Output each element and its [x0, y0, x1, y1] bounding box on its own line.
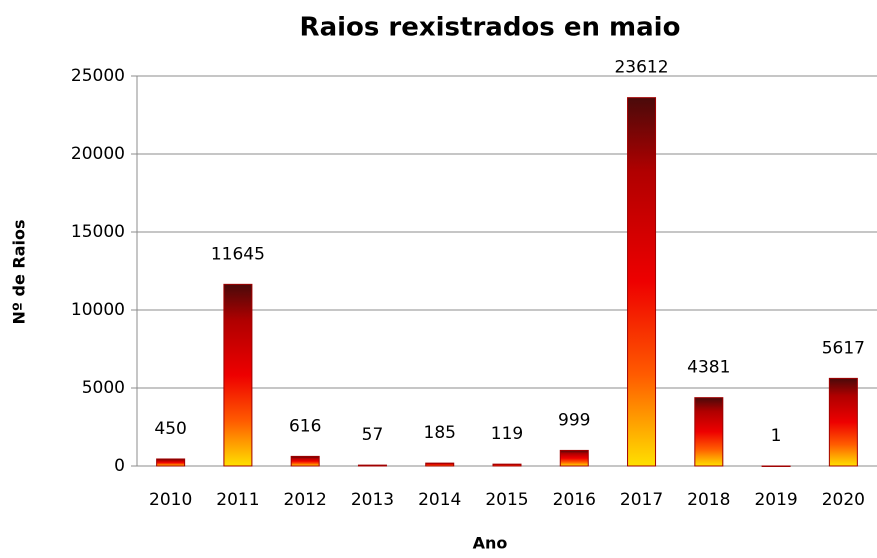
- data-label: 1: [771, 426, 782, 446]
- bar: [828, 377, 858, 467]
- x-tick-label: 2014: [418, 490, 461, 510]
- x-tick-label: 2012: [284, 490, 327, 510]
- x-tick-label: 2011: [216, 490, 259, 510]
- bar: [492, 463, 522, 467]
- bar: [156, 458, 186, 467]
- data-label: 57: [362, 425, 384, 445]
- y-tick-label: 25000: [71, 66, 125, 86]
- x-tick-label: 2013: [351, 490, 394, 510]
- y-tick-label: 5000: [82, 378, 125, 398]
- data-label: 616: [289, 416, 321, 436]
- x-axis-title: Ano: [473, 534, 508, 553]
- data-label: 119: [491, 424, 523, 444]
- data-label: 5617: [822, 338, 865, 358]
- x-tick-label: 2016: [553, 490, 596, 510]
- chart-title: Raios rexistrados en maio: [300, 13, 681, 43]
- y-tick-label: 10000: [71, 300, 125, 320]
- bar: [290, 455, 320, 467]
- y-axis-title: Nº de Raios: [10, 220, 29, 325]
- bar: [761, 465, 791, 467]
- data-label: 23612: [614, 58, 668, 78]
- x-tick-label: 2017: [620, 490, 663, 510]
- x-tick-label: 2015: [485, 490, 528, 510]
- bar: [425, 462, 455, 467]
- y-tick-label: 0: [114, 456, 125, 476]
- data-label: 4381: [687, 358, 730, 378]
- x-tick-label: 2010: [149, 490, 192, 510]
- bar: [223, 283, 253, 467]
- x-tick-label: 2018: [687, 490, 730, 510]
- y-tick-label: 15000: [71, 222, 125, 242]
- data-label: 11645: [211, 244, 265, 264]
- data-label: 999: [558, 410, 590, 430]
- bar: [627, 97, 657, 467]
- data-label: 450: [154, 419, 186, 439]
- bar: [559, 449, 589, 467]
- y-tick-label: 20000: [71, 144, 125, 164]
- x-tick-label: 2020: [822, 490, 865, 510]
- bar: [694, 397, 724, 467]
- data-label: 185: [424, 423, 456, 443]
- bar: [357, 464, 387, 467]
- x-tick-label: 2019: [754, 490, 797, 510]
